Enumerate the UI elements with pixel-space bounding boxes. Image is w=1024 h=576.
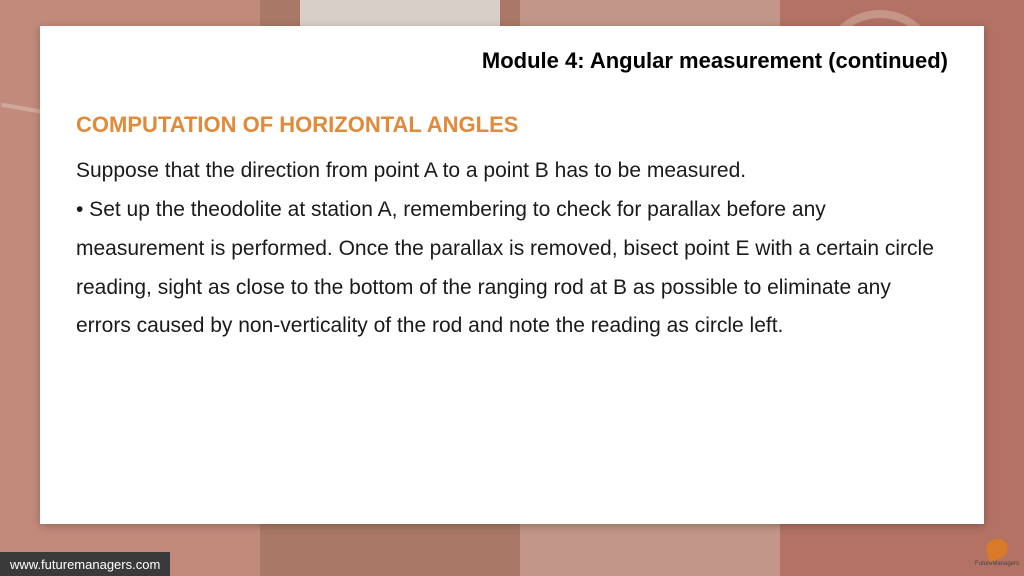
body-text: Suppose that the direction from point A …	[76, 152, 948, 346]
section-heading: COMPUTATION OF HORIZONTAL ANGLES	[76, 112, 948, 138]
intro-line: Suppose that the direction from point A …	[76, 152, 948, 191]
module-title: Module 4: Angular measurement (continued…	[76, 48, 948, 74]
bullet-item: • Set up the theodolite at station A, re…	[76, 191, 948, 346]
content-card: Module 4: Angular measurement (continued…	[40, 26, 984, 524]
footer-bar: www.futuremanagers.com	[0, 552, 170, 576]
logo-swoosh-icon	[983, 536, 1011, 562]
brand-logo: FutureManagers	[980, 536, 1014, 570]
footer-url: www.futuremanagers.com	[10, 557, 160, 572]
logo-text: FutureManagers	[975, 561, 1019, 567]
